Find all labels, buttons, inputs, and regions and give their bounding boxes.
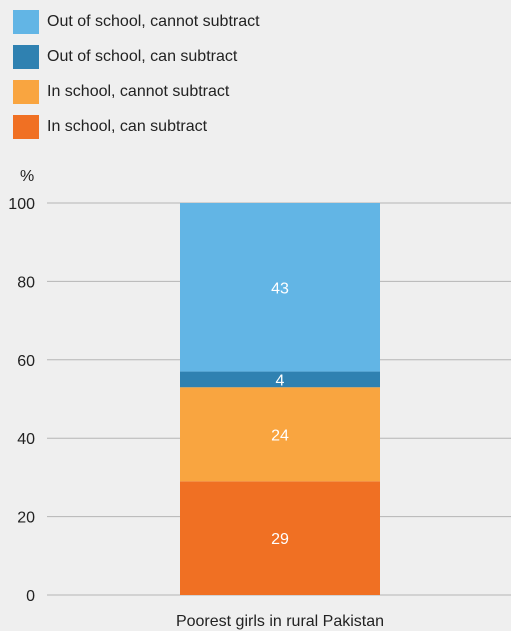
legend-label: In school, cannot subtract <box>47 83 230 100</box>
y-unit-label: % <box>20 168 34 185</box>
data-label: 4 <box>276 372 285 389</box>
legend-label: In school, can subtract <box>47 118 208 135</box>
data-label: 24 <box>271 427 289 444</box>
legend-swatch <box>13 45 39 69</box>
legend-swatch <box>13 10 39 34</box>
bar-segment <box>180 203 380 372</box>
bar-segment <box>180 371 380 388</box>
y-tick-label: 100 <box>8 196 35 213</box>
y-tick-label: 80 <box>17 274 35 291</box>
category-label: Poorest girls in rural Pakistan <box>176 613 384 630</box>
legend-label: Out of school, cannot subtract <box>47 13 260 30</box>
data-labels: 29 24 4 43 <box>271 280 289 548</box>
bar-stack <box>180 203 380 595</box>
bar-segment <box>180 481 380 595</box>
legend-swatch <box>13 115 39 139</box>
data-label: 29 <box>271 531 289 548</box>
legend-swatch <box>13 80 39 104</box>
y-tick-label: 40 <box>17 431 35 448</box>
y-tick-label: 20 <box>17 510 35 527</box>
y-tick-label: 60 <box>17 353 35 370</box>
legend-label: Out of school, can subtract <box>47 48 238 65</box>
data-label: 43 <box>271 280 289 297</box>
y-tick-label: 0 <box>26 588 35 605</box>
y-tick-labels: 0 20 40 60 80 100 <box>8 196 35 605</box>
bar-segment <box>180 387 380 482</box>
category-labels: Poorest girls in rural Pakistan <box>176 613 384 630</box>
